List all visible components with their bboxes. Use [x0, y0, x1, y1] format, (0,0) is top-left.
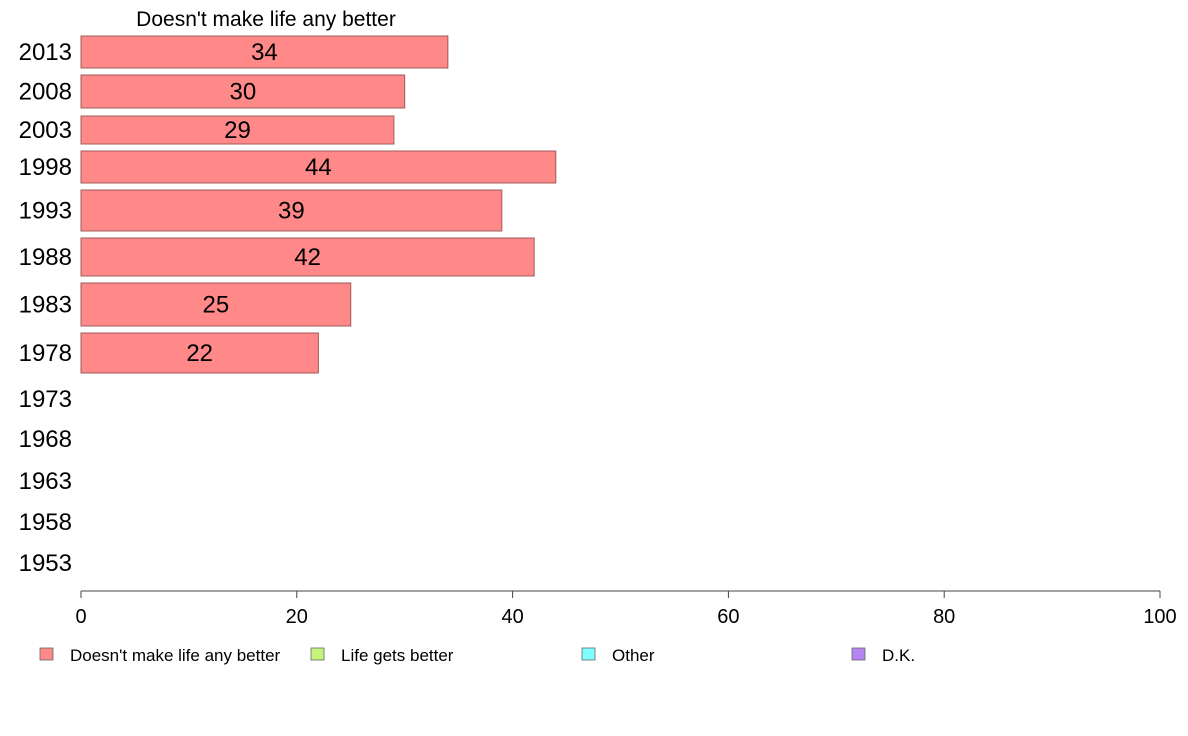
- y-tick-label: 1983: [19, 292, 72, 319]
- y-tick-label: 1953: [19, 550, 72, 577]
- bar-value-label: 34: [251, 39, 278, 66]
- y-tick-label: 1958: [19, 509, 72, 536]
- bar-value-label: 30: [229, 79, 256, 106]
- legend-swatch: [39, 647, 54, 661]
- y-tick-label: 1973: [19, 386, 72, 413]
- legend-label: Doesn't make life any better: [70, 646, 281, 665]
- bar-value-label: 44: [305, 154, 332, 181]
- bar: [80, 189, 503, 232]
- y-tick-label: 1978: [19, 340, 72, 367]
- bar: [80, 35, 449, 69]
- bar-value-label: 25: [203, 292, 230, 319]
- y-tick-label: 1998: [19, 154, 72, 181]
- y-tick-label: 2013: [19, 39, 72, 66]
- legend-label: D.K.: [882, 646, 915, 665]
- x-tick-label: 0: [75, 606, 86, 628]
- bar: [80, 115, 395, 145]
- y-tick-label: 1988: [19, 244, 72, 271]
- legend-swatch: [851, 647, 866, 661]
- x-tick-label: 40: [501, 606, 523, 628]
- x-tick-label: 60: [717, 606, 739, 628]
- bar: [80, 332, 319, 374]
- y-tick-label: 1968: [19, 426, 72, 453]
- bar-value-label: 29: [224, 117, 251, 144]
- legend-label: Other: [612, 646, 655, 665]
- x-tick-label: 100: [1143, 606, 1176, 628]
- y-tick-label: 1993: [19, 198, 72, 225]
- y-tick-label: 2008: [19, 79, 72, 106]
- bar-value-label: 22: [186, 340, 213, 367]
- bar: [80, 150, 557, 184]
- x-tick-label: 20: [286, 606, 308, 628]
- bar-value-label: 42: [294, 244, 321, 271]
- y-tick-label: 1963: [19, 468, 72, 495]
- legend-swatch: [581, 647, 596, 661]
- bar-value-label: 39: [278, 198, 305, 225]
- chart-title: Doesn't make life any better: [136, 8, 396, 31]
- bar: [80, 282, 352, 327]
- legend-swatch: [310, 647, 325, 661]
- x-tick-label: 80: [933, 606, 955, 628]
- bar: [80, 74, 406, 109]
- y-tick-label: 2003: [19, 117, 72, 144]
- legend-label: Life gets better: [341, 646, 454, 665]
- bar: [80, 237, 535, 277]
